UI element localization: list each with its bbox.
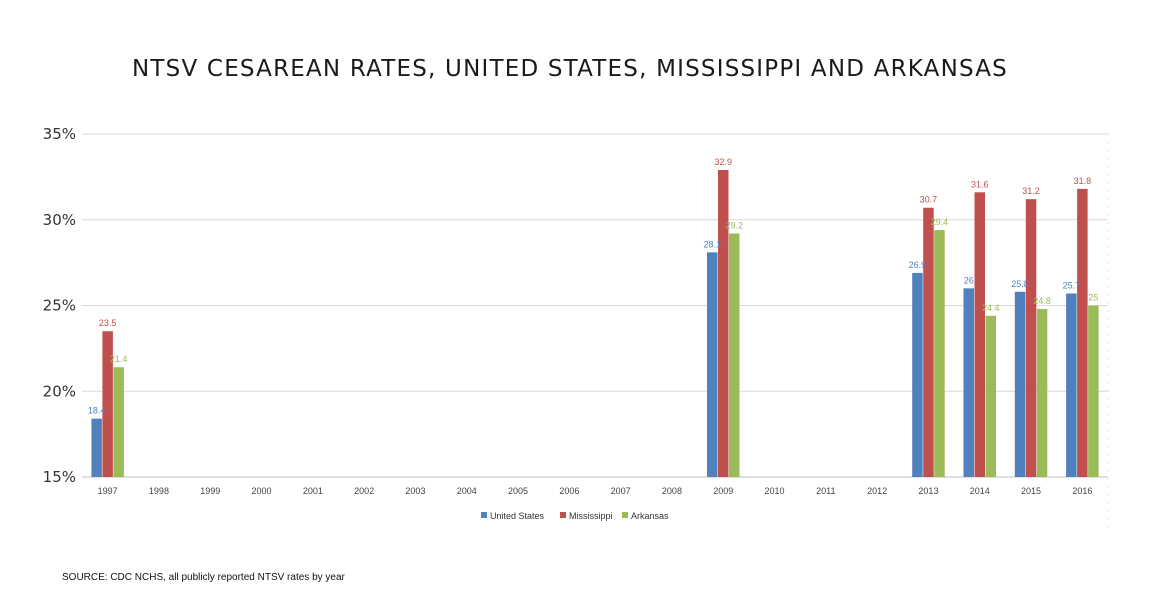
legend-swatch bbox=[560, 512, 566, 518]
chart-title: NTSV CESAREAN RATES, UNITED STATES, MISS… bbox=[132, 56, 1008, 82]
legend-label: Mississippi bbox=[569, 511, 613, 521]
x-tick-label: 2015 bbox=[1021, 486, 1041, 496]
bar-united-states-1997 bbox=[91, 418, 102, 477]
x-tick-label: 2012 bbox=[867, 486, 887, 496]
data-label: 31.6 bbox=[971, 179, 989, 189]
bar-arkansas-2016 bbox=[1088, 305, 1099, 477]
x-tick-label: 1998 bbox=[149, 486, 169, 496]
x-tick-label: 1999 bbox=[200, 486, 220, 496]
bar-united-states-2016 bbox=[1066, 293, 1077, 477]
x-tick-label: 2005 bbox=[508, 486, 528, 496]
x-tick-label: 2007 bbox=[611, 486, 631, 496]
legend-swatch bbox=[622, 512, 628, 518]
bar-mississippi-2013 bbox=[923, 207, 934, 477]
source-note: SOURCE: CDC NCHS, all publicly reported … bbox=[62, 572, 345, 583]
bar-arkansas-2015 bbox=[1036, 308, 1048, 477]
y-tick-label: 20% bbox=[43, 382, 76, 400]
data-label: 28.1 bbox=[703, 239, 721, 249]
bar-mississippi-1997 bbox=[102, 331, 113, 477]
data-label: 25.8 bbox=[1011, 279, 1029, 289]
data-label: 21.4 bbox=[110, 354, 128, 364]
x-tick-label: 2006 bbox=[559, 486, 579, 496]
bar-mississippi-2016 bbox=[1077, 188, 1088, 477]
legend-swatch bbox=[481, 512, 487, 518]
data-label: 24.4 bbox=[982, 303, 1000, 313]
x-tick-label: 2004 bbox=[457, 486, 477, 496]
bar-mississippi-2015 bbox=[1025, 199, 1037, 478]
gridlines bbox=[82, 133, 1109, 530]
x-tick-label: 2003 bbox=[405, 486, 425, 496]
y-tick-label: 25% bbox=[43, 297, 76, 315]
x-tick-label: 2009 bbox=[713, 486, 733, 496]
data-label: 30.7 bbox=[920, 195, 938, 205]
y-tick-label: 35% bbox=[43, 125, 76, 143]
bar-arkansas-2013 bbox=[934, 230, 945, 477]
data-label: 31.2 bbox=[1022, 186, 1040, 196]
data-label: 31.8 bbox=[1074, 176, 1092, 186]
bar-arkansas-2009 bbox=[729, 233, 740, 477]
data-label: 32.9 bbox=[714, 157, 732, 167]
data-label: 26 bbox=[964, 275, 974, 285]
bar-arkansas-2014 bbox=[985, 315, 996, 477]
data-label: 23.5 bbox=[99, 318, 117, 328]
x-tick-label: 2016 bbox=[1072, 486, 1092, 496]
x-tick-label: 2008 bbox=[662, 486, 682, 496]
data-label: 29.2 bbox=[725, 220, 743, 230]
x-tick-label: 1997 bbox=[98, 486, 118, 496]
y-tick-label: 30% bbox=[43, 211, 76, 229]
x-tick-label: 2011 bbox=[816, 486, 835, 496]
bar-united-states-2009 bbox=[707, 252, 718, 477]
x-tick-label: 2013 bbox=[918, 486, 938, 496]
data-labels: 18.4 28.1 26.9 26 25.8 25.7 23.5 32.9 30.7 31.6 31… bbox=[88, 157, 1098, 416]
x-tick-label: 2014 bbox=[970, 486, 990, 496]
x-tick-label: 2000 bbox=[252, 486, 272, 496]
bar-united-states-2014 bbox=[963, 288, 974, 477]
legend-label: Arkansas bbox=[631, 511, 669, 521]
y-tick-label: 15% bbox=[43, 468, 76, 486]
x-tick-label: 2002 bbox=[354, 486, 374, 496]
x-tick-label: 2001 bbox=[303, 486, 323, 496]
legend: United States Mississippi Arkansas bbox=[481, 511, 669, 521]
bar-mississippi-2014 bbox=[974, 192, 985, 477]
bar-united-states-2013 bbox=[912, 272, 923, 477]
y-axis-ticks: 15% 20% 25% 30% 35% bbox=[43, 125, 76, 486]
bars bbox=[91, 170, 1099, 478]
data-label: 26.9 bbox=[909, 260, 927, 270]
data-label: 25.7 bbox=[1063, 280, 1081, 290]
data-label: 24.8 bbox=[1033, 296, 1051, 306]
bar-united-states-2015 bbox=[1014, 291, 1026, 477]
legend-label: United States bbox=[490, 511, 545, 521]
x-tick-label: 2010 bbox=[765, 486, 785, 496]
data-label: 25 bbox=[1088, 293, 1098, 303]
data-label: 29.4 bbox=[931, 217, 949, 227]
data-label: 18.4 bbox=[88, 406, 106, 416]
x-axis-ticks: 1997 1998 1999 2000 2001 2002 2003 2004 2005 2006… bbox=[98, 486, 1093, 496]
bar-mississippi-2009 bbox=[718, 170, 729, 477]
bar-arkansas-1997 bbox=[113, 367, 124, 477]
